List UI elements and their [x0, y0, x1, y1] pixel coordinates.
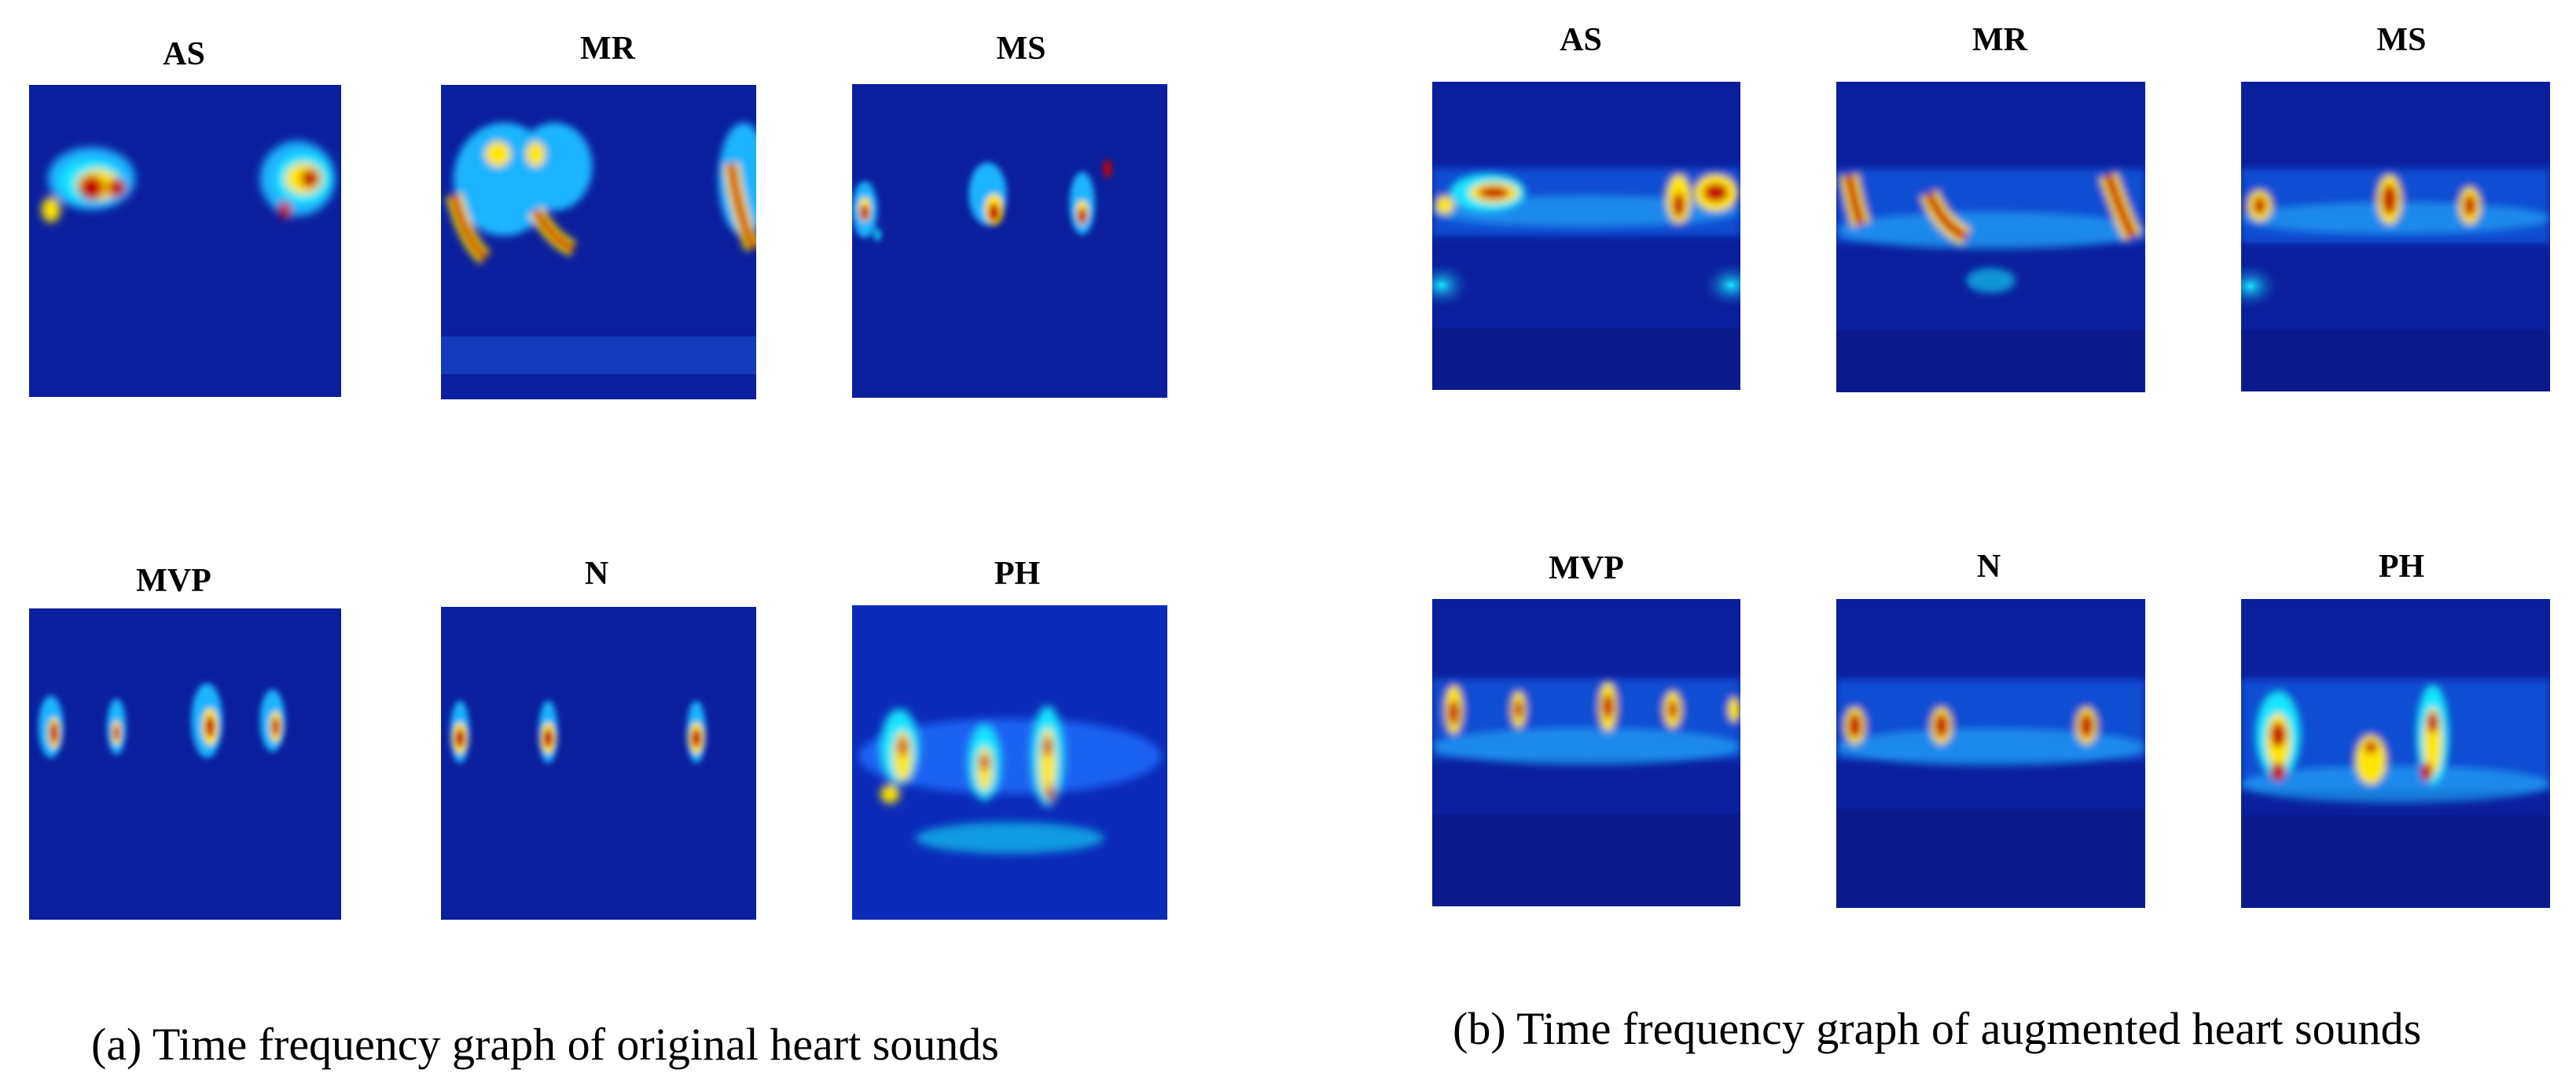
spectrogram-mr-augmented: [1836, 82, 2145, 392]
tile-label-ph-augmented: PH: [2378, 549, 2425, 585]
caption-original: (a) Time frequency graph of original hea…: [91, 1019, 999, 1070]
tile-label-ms-augmented: MS: [2376, 22, 2427, 58]
spectrogram-ph-original: [852, 605, 1167, 920]
spectrogram-mvp-augmented: [1432, 599, 1740, 906]
spectrogram-ms-original: [852, 84, 1167, 398]
tile-label-n-augmented: N: [1976, 549, 2001, 585]
tile-label-ph-original: PH: [994, 556, 1041, 592]
tile-label-mvp-augmented: MVP: [1549, 550, 1624, 586]
spectrogram-as-augmented: [1432, 82, 1740, 390]
tile-label-mr-original: MR: [580, 31, 635, 67]
tile-label-mr-augmented: MR: [1972, 22, 2027, 58]
tile-label-as-augmented: AS: [1560, 22, 1602, 58]
spectrogram-mvp-original: [29, 608, 341, 920]
tile-label-ms-original: MS: [996, 31, 1046, 67]
spectrogram-n-augmented: [1836, 599, 2145, 908]
spectrogram-n-original: [441, 607, 756, 920]
caption-augmented: (b) Time frequency graph of augmented he…: [1453, 1003, 2422, 1054]
tile-label-as-original: AS: [163, 36, 205, 72]
spectrogram-ph-augmented: [2241, 599, 2550, 908]
spectrogram-as-original: [29, 85, 341, 397]
tile-label-n-original: N: [584, 556, 609, 592]
spectrogram-ms-augmented: [2241, 82, 2550, 391]
spectrogram-mr-original: [441, 85, 756, 399]
tile-label-mvp-original: MVP: [136, 563, 211, 599]
